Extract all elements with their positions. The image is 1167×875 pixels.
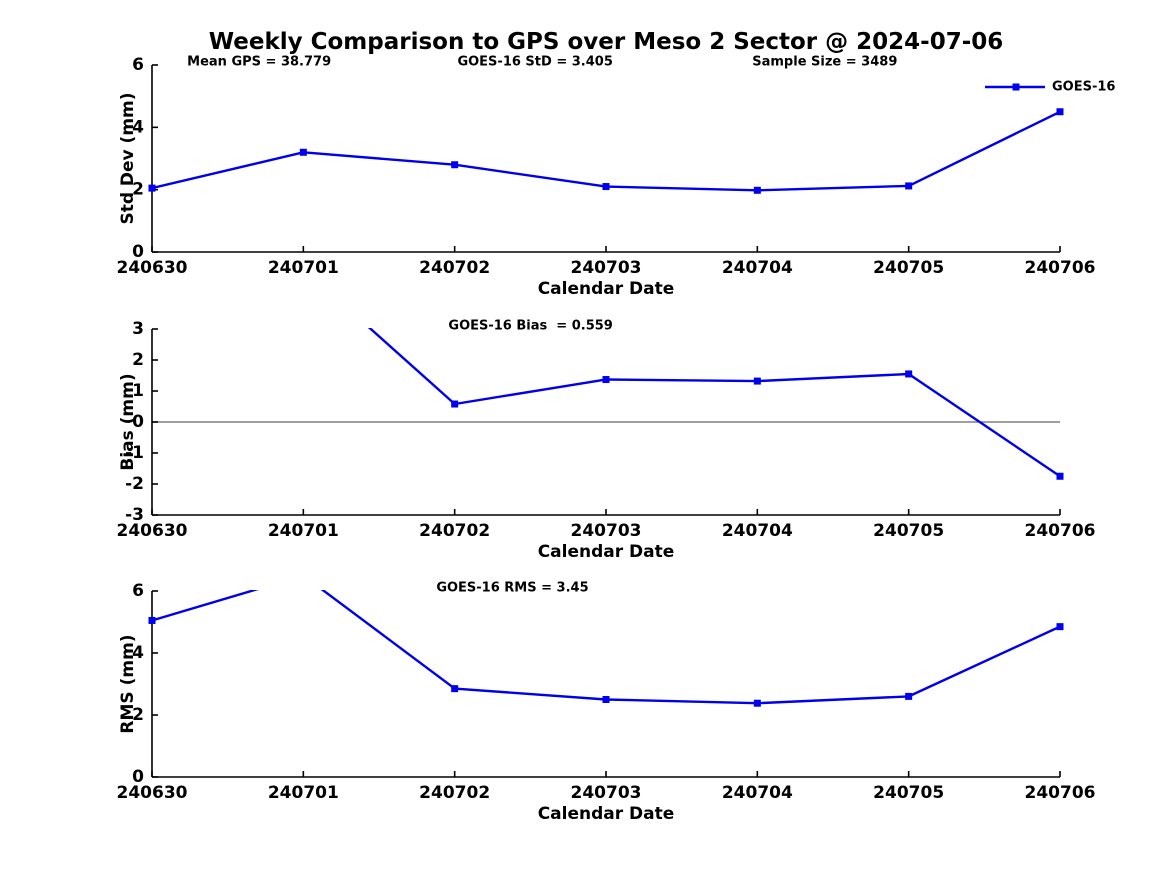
data-point-marker [451, 685, 459, 693]
y-tick-label: 2 [132, 180, 144, 200]
x-tick-label: 240704 [722, 258, 793, 278]
legend-label: GOES-16 [1052, 80, 1115, 95]
data-point-marker [148, 616, 156, 624]
x-tick-label: 240705 [873, 521, 944, 541]
data-point-marker [753, 186, 761, 194]
data-point-marker [753, 377, 761, 385]
y-tick-label: 2 [132, 705, 144, 725]
y-tick-label: 0 [132, 412, 144, 432]
y-tick-label: 4 [132, 117, 144, 137]
data-point-marker [1056, 623, 1064, 631]
chart-title: Weekly Comparison to GPS over Meso 2 Sec… [208, 29, 1004, 55]
x-tick-label: 240703 [571, 521, 642, 541]
x-tick-label: 240706 [1025, 783, 1096, 803]
annotation-text: Mean GPS = 38.779 [187, 55, 331, 70]
x-tick-label: 240706 [1025, 521, 1096, 541]
legend-marker [1012, 83, 1020, 91]
data-point-marker [299, 148, 307, 156]
x-axis-label: Calendar Date [538, 804, 675, 824]
y-tick-label: 0 [132, 242, 144, 262]
y-tick-label: 1 [132, 381, 144, 401]
x-tick-label: 240705 [873, 258, 944, 278]
y-tick-label: 4 [132, 643, 144, 663]
x-tick-label: 240702 [419, 258, 490, 278]
data-line [152, 110, 1061, 192]
data-point-marker [753, 699, 761, 707]
x-tick-label: 240705 [873, 783, 944, 803]
data-point-marker [602, 376, 610, 384]
x-tick-label: 240630 [117, 258, 188, 278]
x-tick-label: 240701 [268, 521, 339, 541]
x-axis-label: Calendar Date [538, 542, 675, 562]
y-tick-label: -1 [125, 443, 144, 463]
data-point-marker [602, 183, 610, 191]
x-axis-label: Calendar Date [538, 279, 675, 299]
x-tick-label: 240701 [268, 258, 339, 278]
x-tick-label: 240706 [1025, 258, 1096, 278]
y-tick-label: 2 [132, 350, 144, 370]
annotation-text: GOES-16 StD = 3.405 [457, 55, 612, 70]
annotation-text: GOES-16 RMS = 3.45 [436, 581, 588, 596]
data-point-marker [905, 692, 913, 700]
y-axis-label: RMS (mm) [118, 634, 138, 733]
x-tick-label: 240701 [268, 783, 339, 803]
y-tick-label: -2 [125, 474, 144, 494]
x-tick-label: 240702 [419, 783, 490, 803]
data-point-marker [451, 400, 459, 408]
x-tick-label: 240703 [571, 783, 642, 803]
y-axis-label: Std Dev (mm) [118, 92, 138, 224]
y-tick-label: 0 [132, 767, 144, 787]
y-tick-label: 6 [132, 55, 144, 75]
x-tick-label: 240703 [571, 258, 642, 278]
data-point-marker [451, 161, 459, 169]
y-tick-label: -3 [125, 505, 144, 525]
annotation-text: Sample Size = 3489 [752, 55, 897, 70]
y-axis-label: Bias (mm) [118, 373, 138, 470]
y-tick-label: 3 [132, 319, 144, 339]
x-tick-label: 240704 [722, 521, 793, 541]
x-tick-label: 240630 [117, 783, 188, 803]
data-line [152, 590, 1061, 705]
data-point-marker [148, 184, 156, 192]
data-point-marker [1056, 108, 1064, 116]
data-point-marker [905, 370, 913, 378]
annotation-text: GOES-16 Bias = 0.559 [448, 319, 612, 334]
data-point-marker [602, 696, 610, 703]
data-point-marker [1056, 472, 1064, 480]
x-tick-label: 240702 [419, 521, 490, 541]
data-line [367, 328, 1061, 478]
x-tick-label: 240630 [117, 521, 188, 541]
x-tick-label: 240704 [722, 783, 793, 803]
data-point-marker [905, 182, 913, 190]
y-tick-label: 6 [132, 581, 144, 601]
